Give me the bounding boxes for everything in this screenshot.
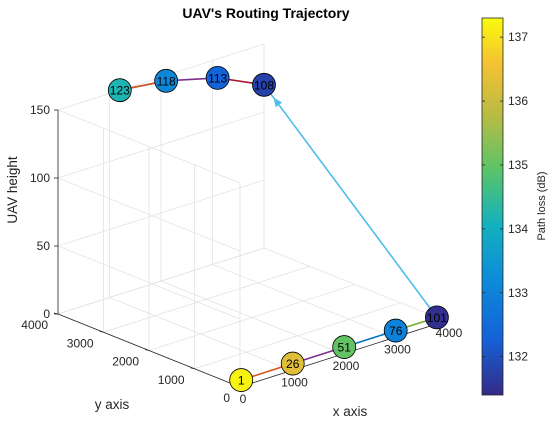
colorbar-tick-label: 132 — [508, 350, 528, 364]
x-tick-label: 1000 — [281, 376, 308, 390]
y-tick-mark — [144, 349, 150, 351]
chart-title: UAV's Routing Trajectory — [182, 5, 349, 21]
trajectory-point: 51 — [332, 335, 357, 359]
floor-gridline — [103, 265, 310, 333]
trajectory-point: 108 — [252, 72, 276, 97]
x-tick-label: 2000 — [333, 359, 360, 373]
trajectory-points: 1 26 51 76 101 108 113 118 123 — [107, 65, 449, 392]
z-tick-label: 50 — [37, 239, 51, 253]
x-tick-label: 0 — [240, 392, 247, 406]
x-tick-label: 3000 — [384, 343, 411, 357]
z-tick-label: 150 — [30, 103, 50, 117]
y-tick-mark — [99, 330, 104, 333]
z-axis-label: UAV height — [5, 156, 20, 224]
y-tick-label: 4000 — [21, 318, 48, 332]
y-tick-label: 0 — [223, 391, 230, 405]
trajectory-segment — [263, 84, 438, 318]
colorbar — [481, 17, 504, 396]
back-wall-gridline — [57, 247, 265, 315]
colorbar-tick-label: 133 — [508, 286, 528, 300]
point-label: 76 — [389, 324, 403, 338]
y-tick-label: 3000 — [67, 336, 94, 350]
colorbar-ticks: 132 133 134 135 136 137 — [482, 30, 528, 364]
trajectory-point: 76 — [383, 318, 408, 343]
z-tick-label: 100 — [30, 171, 50, 185]
y-tick-mark — [190, 367, 195, 370]
point-label: 1 — [238, 374, 245, 388]
y-tick-label: 1000 — [158, 373, 185, 387]
back-wall-gridline — [57, 111, 265, 179]
point-label: 101 — [427, 311, 447, 325]
y-axis-label: y axis — [95, 397, 130, 412]
point-marker — [252, 72, 276, 97]
back-wall-gridline — [57, 179, 265, 247]
colorbar-tick-label: 137 — [508, 30, 528, 44]
side-wall-gridline — [57, 245, 241, 320]
y-tick-label: 2000 — [112, 355, 139, 369]
point-marker — [205, 65, 230, 90]
trajectory-point: 26 — [280, 351, 305, 376]
colorbar-tick-label: 134 — [508, 222, 528, 236]
z-tick-label: 0 — [43, 307, 50, 321]
floor-gridline — [148, 284, 356, 351]
x-axis-label: x axis — [333, 404, 368, 419]
point-label: 118 — [157, 74, 176, 88]
trajectory-point: 123 — [107, 78, 132, 103]
point-label: 51 — [338, 341, 352, 355]
point-label: 113 — [208, 71, 227, 85]
colorbar-label: Path loss (dB) — [536, 171, 548, 240]
trajectory-arrowhead — [273, 97, 283, 108]
point-marker — [383, 318, 408, 343]
point-label: 108 — [254, 78, 274, 92]
point-marker — [332, 335, 357, 359]
side-wall-gridline — [57, 109, 241, 184]
x-tick-label: 4000 — [436, 326, 463, 340]
point-marker — [424, 305, 449, 330]
trajectory-point: 113 — [205, 65, 230, 90]
point-marker — [280, 351, 305, 376]
trajectory-point: 101 — [424, 305, 449, 330]
floor-gridline — [194, 302, 401, 370]
point-marker — [229, 368, 254, 392]
trajectory-point: 1 — [229, 368, 254, 392]
colorbar-tick-label: 136 — [508, 94, 528, 108]
trajectory-point: 118 — [154, 68, 179, 93]
point-label: 123 — [110, 84, 130, 98]
point-marker — [107, 78, 132, 103]
side-wall-gridline — [57, 177, 241, 252]
ticks-layer: 0100020003000400001000200030004000050100… — [21, 103, 462, 406]
point-label: 26 — [286, 357, 300, 371]
colorbar-tick-label: 135 — [508, 158, 528, 172]
point-marker — [154, 68, 179, 93]
